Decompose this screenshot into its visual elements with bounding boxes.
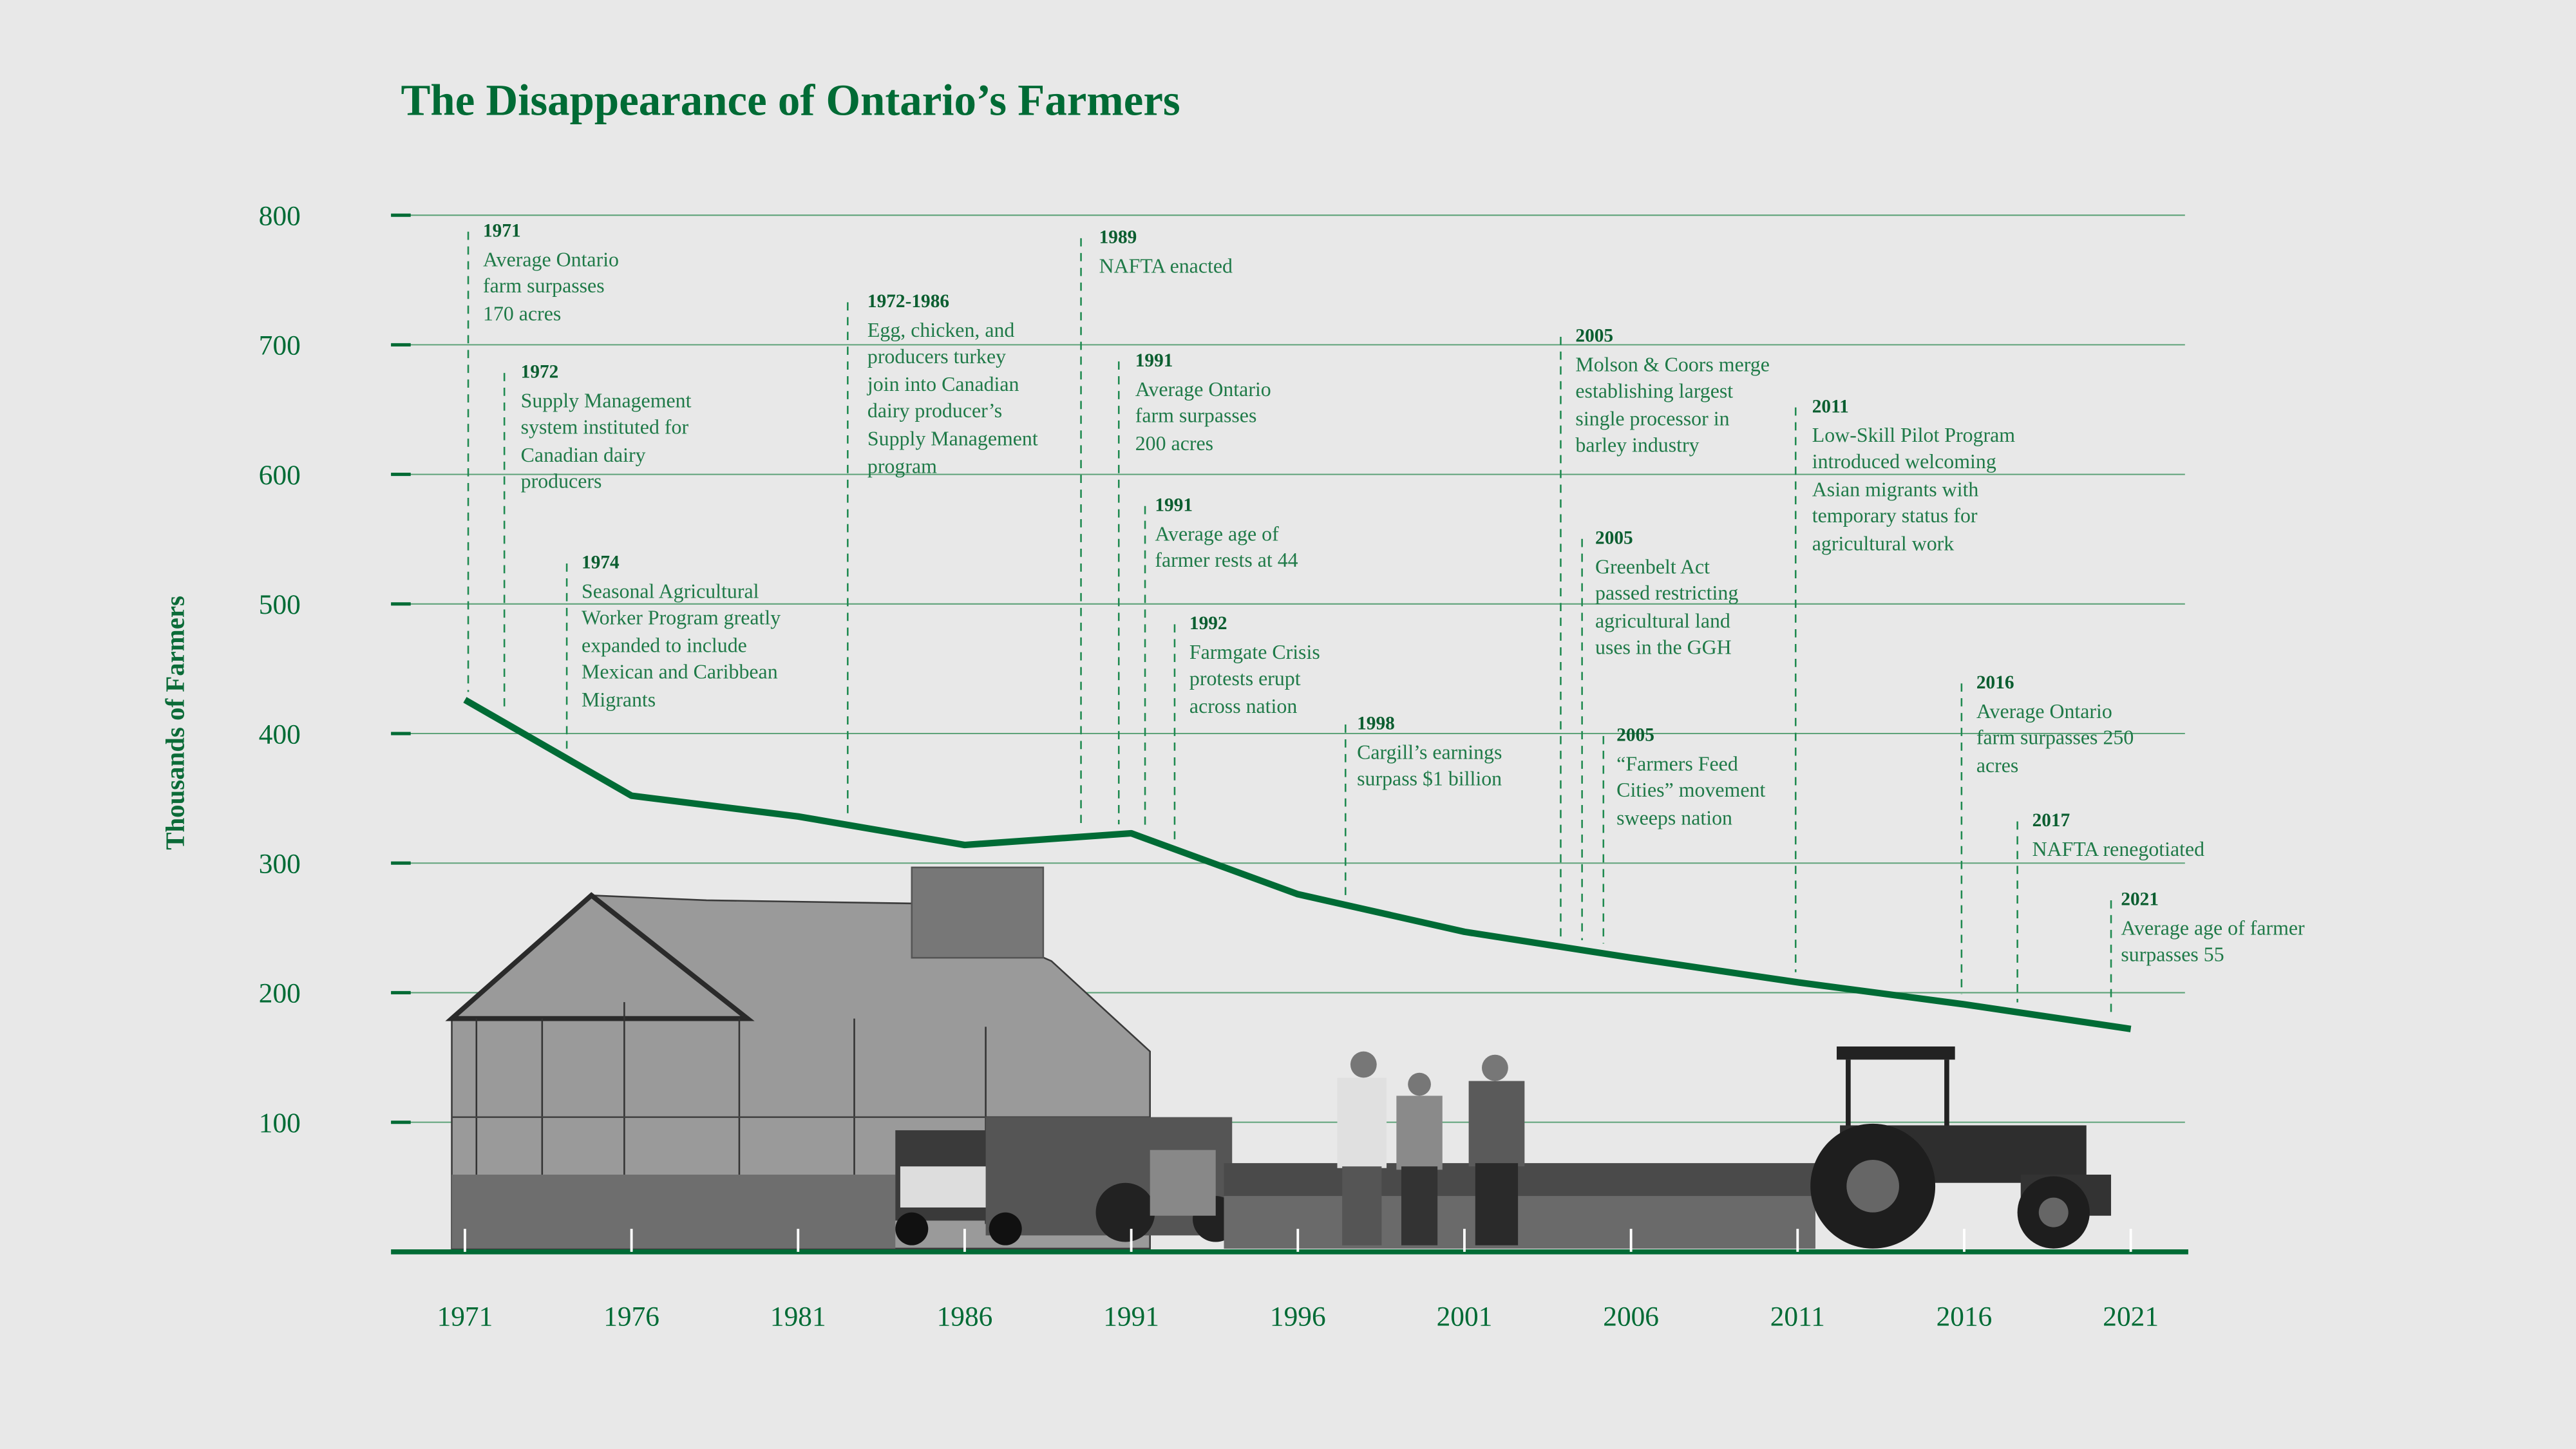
tractor-photo	[1810, 1046, 2112, 1249]
y-tick-label: 400	[259, 719, 301, 750]
annotation-text: Molson & Coors merge establishing larges…	[1575, 352, 1770, 458]
annotation: 1991 Average age of farmer rests at 44	[1155, 493, 1298, 574]
annotation-text: Average age of farmer surpasses 55	[2121, 916, 2305, 967]
y-tick-label: 600	[259, 460, 301, 491]
annotation-text: Seasonal Agricultural Worker Program gre…	[582, 579, 781, 712]
annotation-text: Farmgate Crisis protests erupt across na…	[1189, 639, 1320, 718]
annotation: 2021 Average age of farmer surpasses 55	[2121, 887, 2304, 969]
annotation: 2005 “Farmers Feed Cities” movement sweep…	[1616, 723, 1765, 831]
farm-photo-collage	[445, 866, 2112, 1250]
y-ticks: 100 200 300 400 500 600 700 800	[259, 200, 411, 1139]
annotation-year: 1972	[520, 363, 559, 383]
chart-title: The Disappearance of Ontario’s Farmers	[401, 75, 1180, 125]
annotation-text: Supply Management system instituted for …	[520, 388, 692, 494]
annotation-text: Average Ontario farm surpasses 170 acres	[482, 247, 620, 325]
annotation: 1989 NAFTA enacted	[1099, 225, 1233, 279]
annotation: 1971 Average Ontario farm surpasses 170 a…	[483, 218, 619, 327]
annotation-year: 2016	[1976, 673, 2014, 694]
annotation-text: Low-Skill Pilot Program introduced welco…	[1812, 423, 2016, 556]
annotation: 2011 Low-Skill Pilot Program introduced w…	[1812, 394, 2015, 558]
x-tick-label: 2016	[1937, 1302, 1993, 1332]
annotation-year: 2005	[1616, 726, 1654, 746]
annotation: 1991 Average Ontario farm surpasses 200 a…	[1135, 348, 1271, 457]
annotation: 1972 Supply Management system instituted …	[521, 360, 692, 497]
x-tick-label: 1991	[1103, 1302, 1159, 1332]
annotation: 1998 Cargill’s earnings surpass $1 billio…	[1357, 712, 1502, 793]
y-tick-label: 200	[259, 978, 301, 1009]
annotation-text: “Farmers Feed Cities” movement sweeps na…	[1616, 752, 1766, 829]
x-tick-label: 1976	[603, 1302, 659, 1332]
annotation-text: NAFTA renegotiated	[2032, 837, 2205, 860]
annotation-text: Average Ontario farm surpasses 250 acres	[1976, 699, 2134, 777]
annotation-year: 2005	[1575, 327, 1614, 347]
y-tick-label: 800	[259, 200, 301, 231]
series-line-farmers	[463, 697, 2132, 1032]
annotation-text: Average Ontario farm surpasses 200 acres	[1135, 377, 1271, 455]
x-tick-label: 2021	[2103, 1302, 2159, 1332]
y-tick-label: 500	[259, 589, 301, 620]
annotation-year: 2017	[2032, 811, 2070, 831]
annotation-year: 1991	[1155, 496, 1193, 516]
x-tick-label: 2006	[1603, 1302, 1659, 1332]
farmers-photo	[1337, 1051, 1525, 1245]
annotation-text: Average age of farmer rests at 44	[1155, 522, 1298, 573]
x-tick-label: 1981	[770, 1302, 826, 1332]
x-tick-label: 1971	[437, 1302, 493, 1332]
x-ticks: 1971 1976 1981 1986 1991 1996 2001 2006 2011 2016…	[437, 1229, 2159, 1332]
annotation: 1974 Seasonal Agricultural Worker Program…	[582, 551, 781, 714]
annotation: 2005 Molson & Coors merge establishing la…	[1575, 324, 1769, 460]
annotation: 1972-1986 Egg, chicken, and producers tur…	[867, 289, 1038, 480]
y-tick-label: 700	[259, 330, 301, 361]
annotation-year: 1971	[482, 222, 521, 242]
annotation-leader-lines	[467, 231, 2112, 1016]
annotation: 2005 Greenbelt Act passed restricting agr…	[1595, 526, 1738, 662]
annotation-year: 2011	[1812, 397, 1849, 417]
annotation-year: 2005	[1595, 529, 1633, 549]
annotation-text: NAFTA enacted	[1099, 254, 1233, 278]
annotation-text: Egg, chicken, and producers turkey join …	[867, 317, 1038, 478]
annotation: 1992 Farmgate Crisis protests erupt acros…	[1189, 611, 1320, 720]
annotation-year: 1998	[1357, 714, 1395, 735]
annotation-year: 1972-1986	[867, 292, 950, 312]
x-tick-label: 2001	[1437, 1302, 1493, 1332]
annotation-text: Greenbelt Act passed restricting agricul…	[1595, 554, 1739, 659]
x-tick-label: 1996	[1270, 1302, 1326, 1332]
y-tick-label: 100	[259, 1108, 301, 1139]
annotation-year: 1989	[1099, 228, 1137, 249]
x-tick-label: 2011	[1770, 1302, 1825, 1332]
annotation-text: Cargill’s earnings surpass $1 billion	[1357, 740, 1502, 791]
annotation-year: 1992	[1189, 614, 1227, 634]
y-tick-label: 300	[259, 849, 301, 880]
annotation-year: 1974	[582, 553, 620, 574]
annotation-year: 1991	[1135, 351, 1173, 372]
truck-photo	[895, 1117, 1239, 1245]
annotation-year: 2021	[2121, 890, 2159, 911]
x-tick-label: 1986	[937, 1302, 993, 1332]
annotation: 2016 Average Ontario farm surpasses 250 a…	[1976, 670, 2134, 779]
annotation: 2017 NAFTA renegotiated	[2032, 808, 2205, 863]
